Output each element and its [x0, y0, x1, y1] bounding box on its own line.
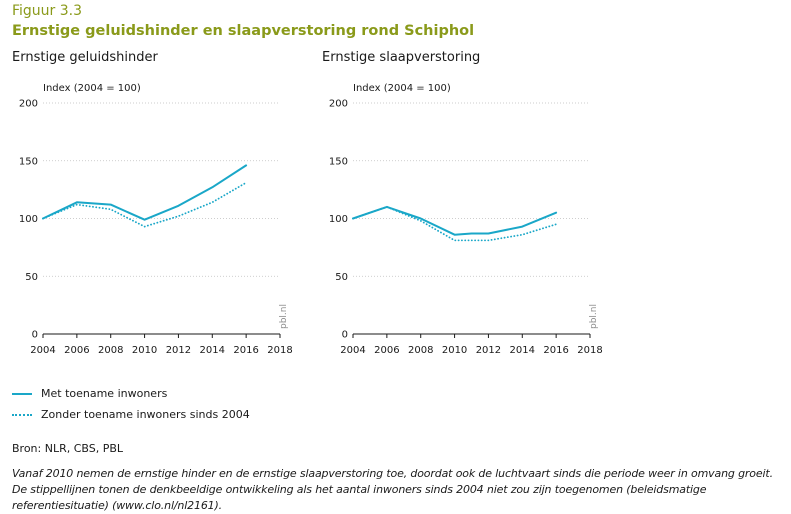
figure-caption: Vanaf 2010 nemen de ernstige hinder en d…: [12, 467, 773, 512]
x-tick-label: 2004: [30, 345, 55, 356]
x-tick-label: 2006: [64, 345, 89, 356]
y-axis-label: Index (2004 = 100): [353, 83, 451, 94]
x-tick-label: 2008: [98, 345, 123, 356]
y-tick-label: 100: [329, 214, 348, 225]
x-tick-label: 2012: [476, 345, 501, 356]
x-tick-label: 2008: [408, 345, 433, 356]
legend-label-zonder: Zonder toename inwoners sinds 2004: [41, 408, 250, 421]
y-tick-label: 50: [25, 272, 38, 283]
x-tick-label: 2010: [132, 345, 157, 356]
legend-solid-swatch: [12, 392, 32, 395]
chart-geluidshinder: Index (2004 = 100) 0 50 100 150 200 2004 2006 20…: [19, 83, 293, 356]
y-tick-label: 50: [335, 272, 348, 283]
chart-title-geluidshinder: Ernstige geluidshinder: [12, 50, 158, 65]
legend-item-met: Met toename inwoners: [12, 387, 167, 400]
legend-label-met: Met toename inwoners: [41, 387, 168, 400]
legend-dotted-swatch: [12, 413, 32, 416]
figure-label: Figuur 3.3: [12, 3, 83, 19]
source-note: Bron: NLR, CBS, PBL: [12, 442, 124, 455]
y-axis-label: Index (2004 = 100): [43, 83, 141, 94]
x-tick-label: 2018: [267, 345, 292, 356]
x-tick-label: 2006: [374, 345, 399, 356]
y-tick-label: 150: [19, 156, 38, 167]
y-tick-label: 150: [329, 156, 348, 167]
legend-item-zonder: Zonder toename inwoners sinds 2004: [12, 408, 250, 421]
chart-slaapverstoring: Index (2004 = 100) 0 50 100 150 200 2004 2006 20…: [329, 83, 603, 356]
watermark: pbl.nl: [279, 304, 289, 329]
x-tick-label: 2016: [543, 345, 568, 356]
chart-title-slaapverstoring: Ernstige slaapverstoring: [322, 50, 481, 65]
x-tick-label: 2010: [442, 345, 467, 356]
watermark: pbl.nl: [589, 304, 599, 329]
x-tick-label: 2014: [200, 345, 225, 356]
y-tick-label: 0: [342, 330, 348, 341]
x-tick-label: 2018: [577, 345, 602, 356]
x-tick-label: 2014: [510, 345, 535, 356]
x-tick-label: 2004: [340, 345, 365, 356]
y-tick-label: 200: [329, 99, 348, 110]
series-line-met-toename: [42, 164, 248, 221]
y-tick-label: 0: [32, 330, 38, 341]
x-tick-label: 2012: [166, 345, 191, 356]
series-line-met-toename: [352, 205, 558, 236]
y-tick-label: 200: [19, 99, 38, 110]
series-line-zonder-toename: [42, 181, 248, 228]
y-tick-label: 100: [19, 214, 38, 225]
x-tick-label: 2016: [233, 345, 258, 356]
figure-title: Ernstige geluidshinder en slaapverstorin…: [12, 23, 475, 39]
